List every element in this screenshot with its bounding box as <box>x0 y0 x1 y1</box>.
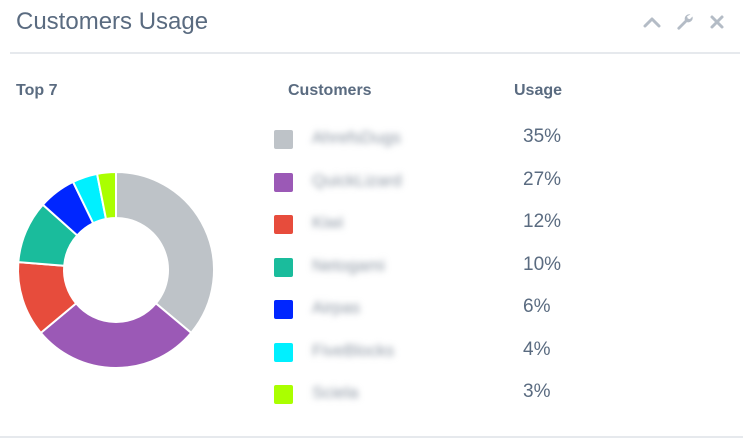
usage-value: 4% <box>523 338 551 360</box>
donut-slice <box>39 301 193 369</box>
customer-row: Airpas 6% <box>274 292 594 335</box>
customer-row: QuickLizard 27% <box>274 165 594 208</box>
customer-row: FiveBlocks 4% <box>274 335 594 378</box>
customer-name: AhrefsDugs <box>312 128 401 147</box>
legend-swatch <box>274 300 293 319</box>
customer-name: Sciela <box>312 383 359 402</box>
customer-row: Kiwi 12% <box>274 207 594 250</box>
usage-value: 6% <box>523 296 551 317</box>
usage-donut-chart <box>17 170 215 369</box>
header-divider <box>10 52 740 54</box>
widget-title: Customers Usage <box>16 8 209 35</box>
customer-name: Kiwi <box>312 213 344 232</box>
usage-value: 10% <box>523 253 562 275</box>
donut-slice <box>95 170 117 221</box>
legend-swatch <box>274 130 293 149</box>
wrench-icon[interactable] <box>675 12 695 32</box>
legend-swatch <box>274 257 293 277</box>
usage-value: 35% <box>523 126 562 147</box>
donut-slice <box>115 170 215 335</box>
legend-swatch <box>274 172 293 192</box>
customer-row: Sciela 3% <box>274 377 594 420</box>
close-icon[interactable] <box>709 14 725 30</box>
customer-name: FiveBlocks <box>312 340 395 360</box>
header-controls <box>643 12 725 32</box>
legend-swatch <box>274 215 293 234</box>
top-label: Top 7 <box>16 82 58 99</box>
legend-swatch <box>274 342 293 362</box>
customer-name: Airpas <box>312 298 361 317</box>
legend-swatch <box>274 385 293 404</box>
usage-value: 3% <box>523 381 551 402</box>
customer-name: QuickLizard <box>312 170 402 190</box>
usage-value: 27% <box>523 168 562 190</box>
footer-divider <box>0 436 743 438</box>
customers-column-header: Customers <box>288 82 372 99</box>
chevron-up-icon[interactable] <box>643 15 661 29</box>
customer-usage-list: AhrefsDugs 35% QuickLizard 27% Kiwi 12% Netoga… <box>274 122 594 420</box>
usage-column-header: Usage <box>514 82 563 99</box>
customer-name: Netogami <box>312 255 385 275</box>
usage-value: 12% <box>523 211 562 232</box>
widget-header: Customers Usage <box>0 0 743 52</box>
customer-row: AhrefsDugs 35% <box>274 122 594 165</box>
customer-row: Netogami 10% <box>274 250 594 293</box>
